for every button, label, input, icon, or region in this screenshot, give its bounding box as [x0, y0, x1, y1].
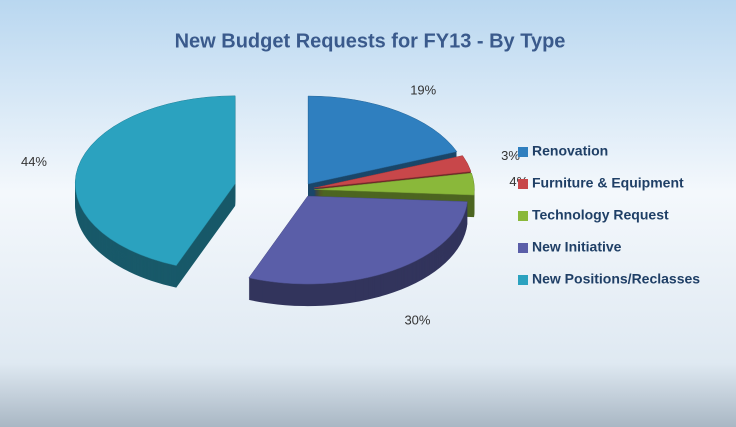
slice-top	[313, 155, 472, 189]
data-label: 44%	[21, 154, 47, 169]
legend-label: Furniture & Equipment	[532, 175, 684, 191]
slice-top	[74, 95, 236, 266]
legend-label: New Positions/Reclasses	[532, 271, 700, 287]
slice-top	[314, 172, 475, 196]
slice-top	[248, 195, 468, 285]
legend-swatch	[518, 179, 528, 189]
slice	[74, 95, 236, 288]
slice	[307, 95, 458, 207]
legend-label: New Initiative	[532, 239, 622, 255]
legend-swatch	[518, 275, 528, 285]
slice-top	[307, 95, 458, 185]
slice	[248, 195, 468, 307]
legend-swatch	[518, 243, 528, 253]
data-label: 19%	[410, 82, 436, 97]
legend-label: Renovation	[532, 143, 608, 159]
data-label: 3%	[501, 148, 520, 163]
chart-title: New Budget Requests for FY13 - By Type	[175, 30, 566, 52]
legend-swatch	[518, 147, 528, 157]
legend: Renovation Furniture & Equipment Technolog…	[518, 143, 700, 287]
pie: 19%3%44%4%30%	[21, 82, 529, 327]
data-label: 30%	[404, 313, 430, 328]
legend-swatch	[518, 211, 528, 221]
legend-label: Technology Request	[532, 207, 669, 223]
